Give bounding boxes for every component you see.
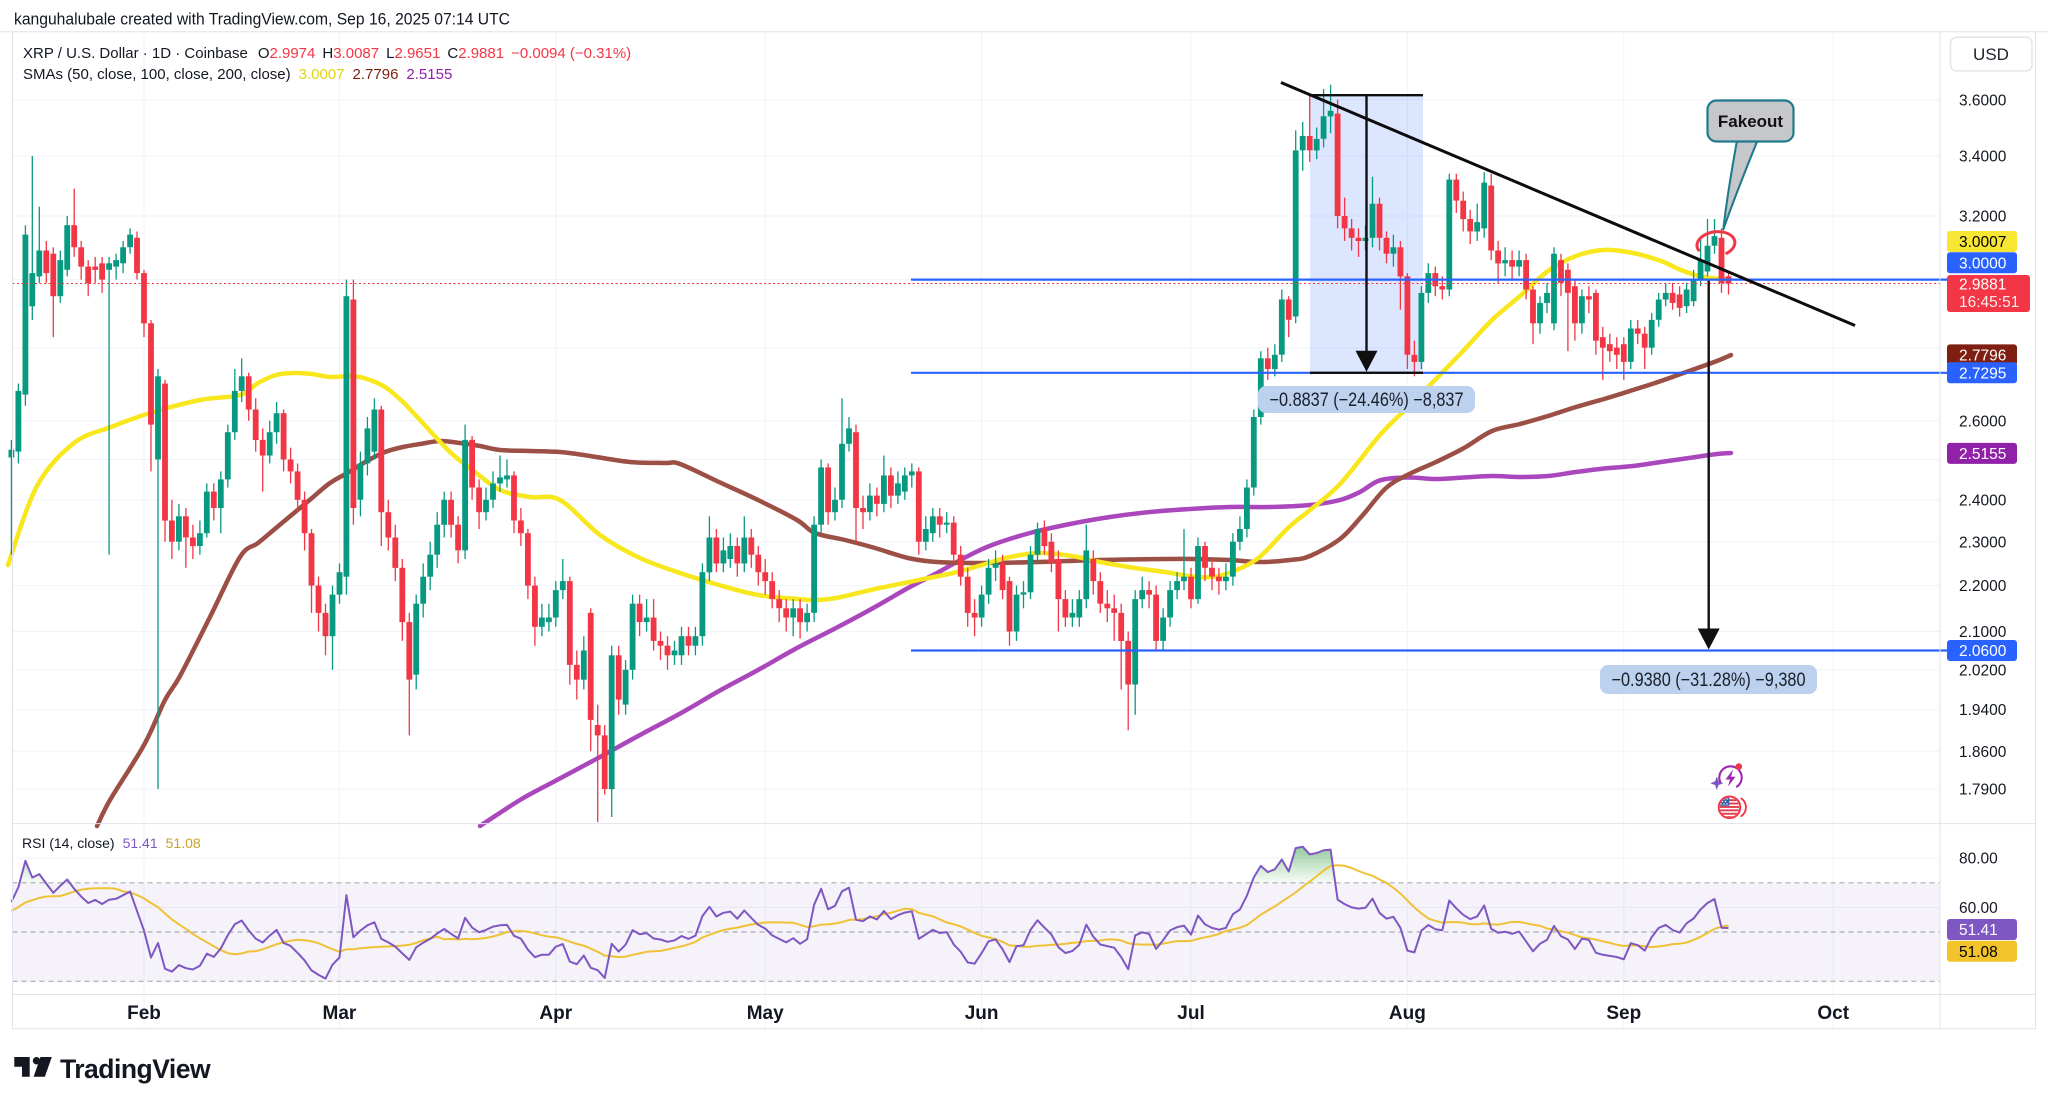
svg-text:80.00: 80.00 bbox=[1959, 851, 1998, 868]
svg-text:3.2000: 3.2000 bbox=[1959, 209, 2007, 226]
svg-text:−0.9380 (−31.28%) −9,380: −0.9380 (−31.28%) −9,380 bbox=[1612, 670, 1806, 691]
svg-text:2.3000: 2.3000 bbox=[1959, 534, 2007, 551]
svg-text:2.7295: 2.7295 bbox=[1959, 365, 2006, 382]
svg-text:1.7900: 1.7900 bbox=[1959, 782, 2007, 799]
svg-text:Sep: Sep bbox=[1606, 1003, 1641, 1024]
svg-text:2.9881: 2.9881 bbox=[1959, 277, 2006, 294]
svg-text:2.6000: 2.6000 bbox=[1959, 413, 2007, 430]
svg-text:2.5155: 2.5155 bbox=[1959, 446, 2006, 463]
svg-text:Feb: Feb bbox=[127, 1003, 161, 1024]
svg-text:Aug: Aug bbox=[1389, 1003, 1426, 1024]
svg-text:2.1000: 2.1000 bbox=[1959, 624, 2007, 641]
svg-text:2.0200: 2.0200 bbox=[1959, 662, 2007, 679]
svg-text:3.0007: 3.0007 bbox=[1959, 234, 2006, 251]
svg-text:1.8600: 1.8600 bbox=[1959, 744, 2007, 761]
svg-text:USD: USD bbox=[1973, 45, 2009, 64]
svg-text:2.4000: 2.4000 bbox=[1959, 492, 2007, 509]
svg-text:3.0000: 3.0000 bbox=[1959, 255, 2007, 272]
svg-text:2.0600: 2.0600 bbox=[1959, 643, 2007, 660]
svg-text:SMAs (50, close, 100, close, 2: SMAs (50, close, 100, close, 200, close)… bbox=[23, 66, 452, 83]
svg-text:Fakeout: Fakeout bbox=[1718, 112, 1784, 131]
svg-text:51.41: 51.41 bbox=[1959, 922, 1998, 939]
svg-text:2.7796: 2.7796 bbox=[1959, 348, 2006, 365]
svg-text:3.6000: 3.6000 bbox=[1959, 92, 2007, 109]
svg-text:−0.8837 (−24.46%) −8,837: −0.8837 (−24.46%) −8,837 bbox=[1270, 390, 1464, 411]
svg-text:XRP / U.S. Dollar · 1D · Coinb: XRP / U.S. Dollar · 1D · Coinbase O2.9974… bbox=[23, 45, 631, 62]
svg-text:Oct: Oct bbox=[1817, 1003, 1849, 1024]
svg-text:3.4000: 3.4000 bbox=[1959, 149, 2007, 166]
svg-text:16:45:51: 16:45:51 bbox=[1959, 294, 2019, 311]
svg-text:60.00: 60.00 bbox=[1959, 900, 1998, 917]
svg-text:1.9400: 1.9400 bbox=[1959, 702, 2007, 719]
svg-text:Jun: Jun bbox=[965, 1003, 999, 1024]
svg-text:Apr: Apr bbox=[539, 1003, 572, 1024]
svg-text:Jul: Jul bbox=[1177, 1003, 1204, 1024]
svg-text:51.08: 51.08 bbox=[1959, 944, 1998, 961]
svg-text:TradingView: TradingView bbox=[60, 1054, 211, 1084]
svg-text:May: May bbox=[747, 1003, 784, 1024]
svg-text:Mar: Mar bbox=[323, 1003, 357, 1024]
svg-text:2.2000: 2.2000 bbox=[1959, 578, 2007, 595]
svg-text:kanguhalubale created with Tra: kanguhalubale created with TradingView.c… bbox=[14, 10, 510, 29]
